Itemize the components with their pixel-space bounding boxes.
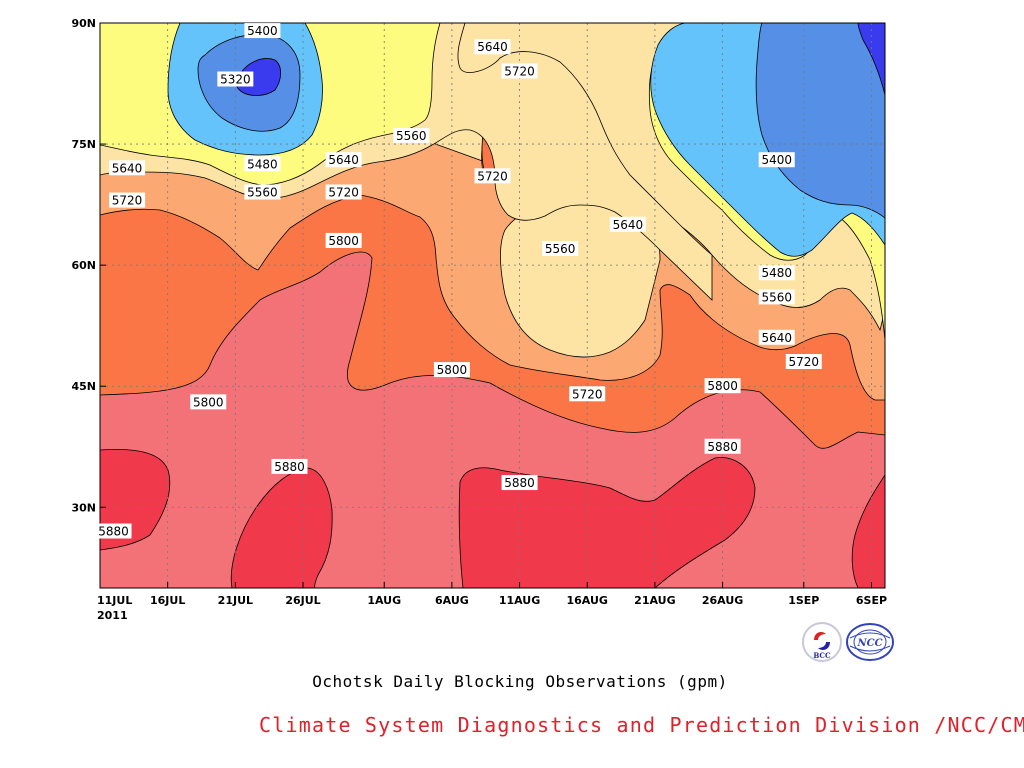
bcc-logo-text: BCC [813, 651, 831, 660]
svg-text:5720: 5720 [112, 194, 143, 208]
bcc-logo: BCC [802, 622, 842, 662]
svg-text:5560: 5560 [396, 129, 427, 143]
svg-text:5480: 5480 [247, 157, 278, 171]
svg-text:5400: 5400 [761, 153, 792, 167]
band-above-5880-s2 [458, 457, 756, 588]
contour-label: 5720 [785, 354, 822, 369]
contour-label: 5720 [569, 386, 606, 402]
contour-label: 5800 [433, 362, 470, 378]
x-tick-label: 26JUL [285, 594, 320, 607]
svg-text:5640: 5640 [328, 153, 359, 167]
band-5320-5400-ne [755, 23, 885, 219]
y-tick-label: 30N [71, 501, 96, 514]
contour-label: 5880 [95, 523, 132, 539]
svg-text:5560: 5560 [545, 242, 576, 256]
contour-label: 5640 [758, 329, 795, 345]
contour-label: 5400 [758, 152, 795, 168]
svg-text:5640: 5640 [112, 161, 143, 175]
x-tick-label: 6AUG [435, 594, 469, 607]
contour-label: 5800 [325, 232, 362, 248]
svg-text:5720: 5720 [477, 169, 508, 183]
svg-text:5640: 5640 [477, 40, 508, 54]
svg-text:5720: 5720 [789, 355, 820, 369]
year-label: 2011 [97, 609, 128, 622]
svg-text:5480: 5480 [761, 266, 792, 280]
contour-label: 5800 [190, 394, 227, 410]
band-above-5880-s1 [230, 467, 333, 588]
contour-label: 5800 [704, 378, 741, 394]
x-tick-label: 16AUG [567, 594, 608, 607]
plot-frame [99, 22, 886, 589]
contour-label: 5880 [501, 475, 538, 491]
contour-label: 5640 [109, 160, 146, 176]
contour-label: 5320 [217, 71, 254, 87]
x-tick-label: 11AUG [499, 594, 540, 607]
x-tick-label: 1AUG [367, 594, 401, 607]
svg-text:5720: 5720 [504, 64, 535, 78]
x-tick-label: 21AUG [634, 594, 675, 607]
svg-text:5800: 5800 [437, 363, 468, 377]
svg-text:5560: 5560 [761, 290, 792, 304]
x-tick-label: 1SEP [788, 594, 819, 607]
svg-text:5720: 5720 [328, 186, 359, 200]
contour-label: 5720 [109, 192, 146, 208]
logo-group: BCC NCC [800, 620, 896, 664]
svg-text:5800: 5800 [707, 379, 738, 393]
chart-title: Ochotsk Daily Blocking Observations (gpm… [312, 672, 728, 691]
svg-text:5880: 5880 [98, 525, 129, 539]
x-tick-label: 21JUL [218, 594, 253, 607]
contour-label: 5480 [244, 156, 281, 172]
contour-label: 5640 [609, 216, 646, 232]
svg-text:5320: 5320 [220, 73, 251, 87]
y-tick-label: 60N [71, 259, 96, 272]
svg-text:5400: 5400 [247, 24, 278, 38]
svg-text:5800: 5800 [193, 395, 224, 409]
y-axis: 90N 75N 60N 45N 30N [71, 17, 106, 514]
band-below-5320-ne [857, 23, 885, 96]
contour-label: 5720 [501, 63, 538, 79]
band-above-5880-se [851, 474, 885, 588]
ncc-logo-text: NCC [856, 638, 882, 649]
grid-lines [100, 23, 885, 588]
svg-text:5640: 5640 [613, 218, 644, 232]
y-tick-label: 45N [71, 380, 96, 393]
contour-label: 5480 [758, 265, 795, 281]
contour-labels: 5400 5320 5480 5560 5640 5720 5640 5560 5720 5800… [95, 23, 822, 539]
contour-label: 5640 [474, 39, 511, 55]
contour-label: 5560 [758, 289, 795, 305]
x-axis: 11JUL 16JUL 21JUL 26JUL 1AUG 6AUG 11AUG 16AUG 21… [97, 582, 887, 607]
y-tick-label: 90N [71, 17, 96, 30]
contour-label: 5720 [325, 184, 362, 200]
contour-label: 5720 [474, 168, 511, 184]
x-tick-label: 6SEP [856, 594, 887, 607]
y-tick-label: 75N [71, 138, 96, 151]
svg-text:5640: 5640 [761, 331, 792, 345]
contour-label: 5400 [244, 23, 281, 38]
x-tick-label: 26AUG [702, 594, 743, 607]
contour-label: 5560 [393, 128, 430, 143]
contour-label: 5560 [542, 241, 579, 256]
ncc-logo: NCC [846, 623, 894, 661]
svg-text:5800: 5800 [328, 234, 359, 248]
x-tick-label: 11JUL [97, 594, 132, 607]
contour-fills [100, 23, 885, 588]
contour-label: 5640 [325, 152, 362, 168]
contour-label: 5880 [704, 438, 741, 454]
svg-text:5880: 5880 [274, 460, 305, 474]
contour-label: 5560 [244, 184, 281, 200]
svg-text:5880: 5880 [504, 476, 535, 490]
svg-text:5560: 5560 [247, 186, 278, 200]
x-tick-label: 16JUL [150, 594, 185, 607]
svg-text:5880: 5880 [707, 440, 738, 454]
contour-label: 5880 [271, 458, 308, 474]
svg-text:5720: 5720 [572, 387, 603, 401]
credit-line: Climate System Diagnostics and Predictio… [259, 713, 1024, 737]
